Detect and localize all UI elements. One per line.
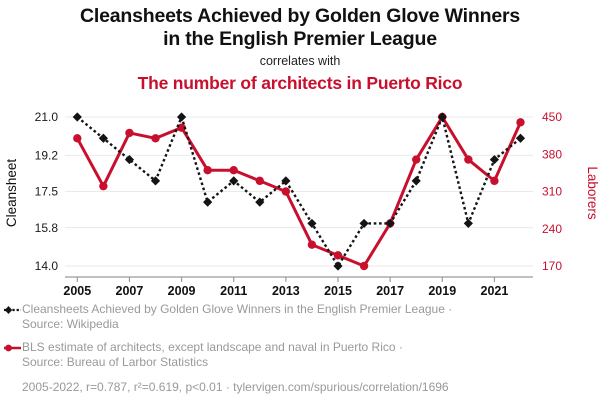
diamond-marker (150, 176, 161, 186)
chart-legend: Cleansheets Achieved by Golden Glove Win… (4, 302, 596, 394)
circle-marker (490, 176, 499, 186)
stats-citation-line: 2005-2022, r=0.787, r²=0.619, p<0.01 · t… (22, 380, 449, 395)
legend-line: BLS estimate of architects, except lands… (22, 339, 403, 354)
diamond-marker (124, 154, 135, 165)
red-subtitle: The number of architects in Puerto Rico (137, 73, 463, 94)
x-axis-tick: 2017 (376, 284, 404, 298)
diamond-marker (463, 218, 473, 229)
diamond-marker (176, 112, 187, 122)
diamond-marker (281, 176, 291, 186)
circle-marker (412, 155, 421, 164)
circle-marker (151, 134, 160, 143)
circle-marker (359, 261, 369, 271)
right-axis-tick: 170 (542, 259, 562, 273)
legend-line: Source: Bureau of Larbor Statistics (22, 355, 209, 370)
legend-line: Cleansheets Achieved by Golden Glove Win… (22, 302, 453, 316)
right-axis-tick: 240 (542, 222, 562, 236)
chart-header: Cleansheets Achieved by Golden Glove Win… (0, 5, 600, 94)
left-axis-tick: 17.5 (35, 185, 59, 199)
circle-marker (307, 240, 317, 249)
circle-marker (281, 187, 291, 196)
x-axis-tick: 2019 (428, 284, 456, 298)
circle-marker (73, 134, 82, 143)
chart-svg: 21.0 19.2 17.5 15.8 14.0 450 380 310 240 170 2005 2… (4, 110, 600, 298)
legend-text-cleansheets: Cleansheets Achieved by Golden Glove Win… (22, 302, 596, 333)
x-axis-tick: 2015 (324, 284, 352, 298)
x-axis-tick: 2011 (220, 284, 247, 298)
legend-item-cleansheets: Cleansheets Achieved by Golden Glove Win… (4, 302, 596, 333)
circle-marker (333, 251, 343, 260)
right-axis-tick: 310 (542, 185, 562, 199)
circle-marker (203, 166, 212, 175)
right-axis-title: Laborers (585, 166, 600, 220)
main-title-line-2: in the English Premier League (163, 27, 437, 50)
legend-item-architects: BLS estimate of architects, except lands… (4, 340, 596, 371)
circle-marker (125, 128, 134, 138)
diamond-marker (489, 154, 500, 165)
circle-marker (177, 123, 186, 132)
legend-line: Source: Wikipedia (22, 317, 119, 332)
diamond-marker (98, 133, 108, 143)
x-axis-tick: 2005 (63, 284, 91, 298)
diamond-marker (307, 218, 317, 229)
series-line (75, 114, 522, 268)
diamond-marker (203, 197, 213, 207)
x-axis-tick: 2013 (272, 284, 300, 298)
diamond-marker (229, 176, 239, 186)
correlates-with-text: correlates with (259, 54, 341, 69)
diamond-marker (255, 197, 265, 207)
black-diamond-dashed-line-icon (4, 306, 21, 314)
left-axis-tick: 14.0 (35, 259, 59, 273)
diamond-marker (359, 218, 369, 229)
circle-marker (229, 166, 238, 175)
right-axis-tick: 450 (542, 110, 562, 124)
left-axis-tick: 21.0 (35, 110, 59, 124)
legend-text-architects: BLS estimate of architects, except lands… (22, 340, 596, 371)
left-axis-tick: 15.8 (35, 221, 59, 235)
circle-marker (464, 155, 473, 164)
main-title-line-1: Cleansheets Achieved by Golden Glove Win… (79, 5, 520, 27)
left-axis-title: Cleansheet (4, 159, 19, 228)
x-axis-tick: 2009 (168, 284, 196, 298)
circle-marker (99, 181, 108, 191)
diamond-marker (333, 261, 343, 271)
circle-marker (516, 118, 525, 127)
diamond-marker (515, 133, 526, 143)
x-axis-tick: 2021 (481, 284, 509, 298)
diamond-marker (411, 176, 421, 186)
diamond-marker (437, 112, 447, 122)
diamond-marker (72, 112, 82, 122)
red-dot-solid-line-icon (4, 344, 21, 352)
circle-marker (255, 176, 264, 186)
left-axis-tick: 19.2 (35, 149, 59, 163)
x-axis-tick: 2007 (116, 284, 144, 298)
right-axis-tick: 380 (542, 147, 562, 161)
